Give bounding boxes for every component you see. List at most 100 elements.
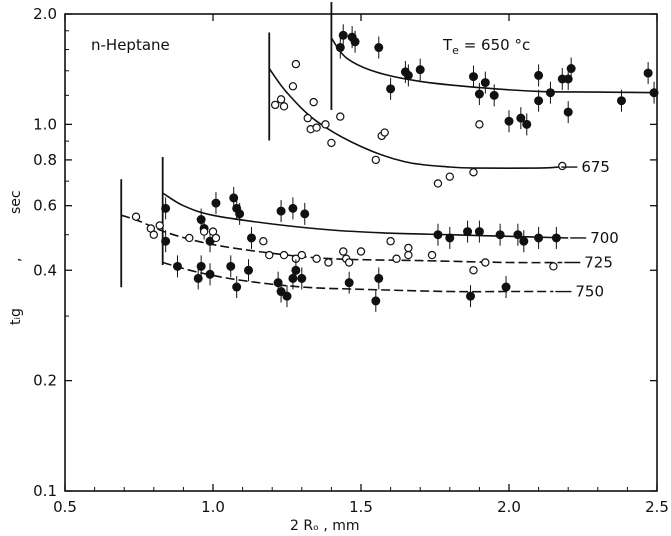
data-point-700 [229, 193, 239, 203]
data-point-650 [489, 90, 499, 100]
x-axis-title: 2 Rₒ , mm [290, 518, 360, 534]
data-point-725 [404, 250, 413, 260]
data-point-750 [226, 261, 236, 271]
y-tick-label: 0.4 [33, 261, 57, 279]
data-point-750 [288, 273, 298, 283]
data-point-675 [336, 112, 345, 121]
data-point-675 [270, 100, 280, 110]
data-point-675 [321, 120, 330, 129]
data-point-750 [193, 273, 203, 283]
data-point-650 [350, 37, 360, 47]
data-point-675 [327, 138, 336, 148]
plot-frame-layer: 0.5 1.0 1.5 2.0 2.5 0.1 0.2 0.4 0.6 0.8 1.0 2.0 [33, 5, 669, 516]
data-point-725 [392, 254, 401, 263]
data-point-700 [433, 230, 443, 240]
data-point-725 [149, 230, 158, 239]
data-point-725 [481, 258, 490, 267]
data-point-750 [371, 296, 381, 306]
data-point-750 [466, 291, 476, 301]
data-point-700 [246, 233, 256, 243]
data-point-650 [563, 74, 573, 84]
curve-layer [120, 37, 658, 293]
data-point-675 [276, 95, 286, 104]
data-point-750 [232, 282, 242, 292]
data-point-750 [196, 261, 206, 271]
data-point-650 [649, 88, 659, 98]
data-point-675 [303, 113, 312, 123]
data-point-650 [563, 107, 573, 117]
data-point-650 [566, 64, 576, 74]
data-point-750 [205, 269, 215, 279]
data-point-675 [433, 179, 443, 188]
data-point-650 [468, 72, 478, 82]
data-point-650 [338, 30, 348, 40]
data-point-725 [185, 233, 194, 243]
series-label-750: 750 [575, 283, 604, 301]
data-point-725 [199, 227, 209, 236]
y-tick-label: 1.0 [33, 115, 57, 133]
data-point-750 [501, 282, 511, 292]
data-point-725 [279, 250, 289, 260]
data-point-700 [276, 206, 286, 216]
data-point-675 [469, 168, 478, 177]
x-tick-label: 2.0 [497, 498, 521, 516]
data-point-725 [131, 212, 141, 221]
data-point-675 [380, 128, 389, 137]
data-point-650 [522, 119, 532, 129]
data-point-700 [161, 236, 171, 246]
data-point-675 [288, 82, 298, 91]
data-point-725 [312, 254, 321, 263]
data-point-675 [312, 123, 321, 132]
temperature-value: = 650 °c [459, 36, 530, 54]
data-point-650 [474, 89, 484, 99]
data-point-700 [235, 209, 245, 219]
data-point-650 [335, 43, 345, 53]
data-point-650 [534, 96, 544, 106]
data-point-725 [339, 247, 348, 256]
curve-750 [162, 261, 554, 293]
data-point-725 [297, 250, 306, 260]
data-point-700 [474, 227, 484, 237]
x-tick-label: 0.5 [53, 498, 77, 516]
data-point-700 [161, 203, 171, 213]
data-point-750 [172, 261, 182, 271]
series-label-725: 725 [584, 253, 613, 271]
data-point-650 [616, 96, 626, 106]
data-point-750 [291, 265, 301, 275]
data-point-700 [495, 230, 505, 240]
x-tick-label: 1.5 [349, 498, 373, 516]
series-label-700: 700 [590, 229, 619, 247]
data-point-700 [519, 236, 529, 246]
data-point-750 [244, 265, 254, 275]
temperature-annotation: Te = 650 °c [442, 36, 530, 57]
data-point-675 [445, 172, 454, 181]
data-point-725 [404, 243, 413, 253]
data-point-725 [356, 247, 366, 256]
data-point-700 [534, 233, 544, 243]
data-point-650 [534, 70, 544, 80]
series-label-675: 675 [581, 158, 610, 176]
data-point-650 [504, 116, 514, 126]
data-point-725 [265, 250, 274, 260]
data-point-725 [344, 258, 354, 267]
data-point-750 [374, 273, 384, 283]
data-point-650 [480, 78, 490, 88]
y-tick-label: 0.8 [33, 151, 57, 169]
data-point-700 [300, 209, 310, 219]
data-point-700 [445, 233, 455, 243]
data-point-750 [297, 273, 307, 283]
data-point-675 [309, 97, 318, 107]
data-point-725 [549, 262, 558, 271]
data-point-650 [415, 65, 425, 75]
data-point-700 [288, 203, 298, 213]
data-point-675 [279, 102, 289, 111]
data-point-650 [403, 70, 413, 80]
temperature-subscript: e [452, 44, 459, 57]
data-point-750 [276, 287, 286, 297]
data-point-layer [131, 24, 659, 312]
data-point-650 [516, 113, 526, 123]
y-axis-unit: sec [8, 190, 24, 214]
data-point-675 [558, 161, 567, 171]
data-point-650 [386, 84, 396, 94]
